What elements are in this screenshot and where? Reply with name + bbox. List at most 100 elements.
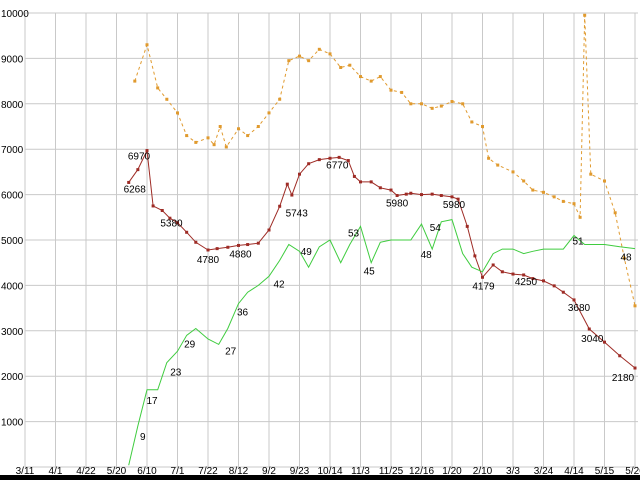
orange-dashed-series-marker [348, 63, 352, 67]
orange-dashed-series-marker [496, 163, 500, 167]
orange-dashed-series-marker [328, 52, 332, 56]
data-point-label: 51 [572, 237, 584, 248]
y-tick-label: 3000 [1, 327, 24, 338]
x-tick-label: 5/20 [107, 466, 127, 477]
dark-red-series-marker [256, 241, 260, 245]
y-tick-label: 5000 [1, 236, 24, 247]
data-point-label: 4250 [515, 277, 538, 288]
orange-dashed-series-marker [450, 100, 454, 104]
dark-red-series-marker [465, 224, 469, 228]
orange-dashed-series-marker [622, 256, 626, 260]
data-point-label: 27 [225, 346, 237, 357]
dark-red-series-line [128, 148, 636, 369]
data-point-label: 2180 [612, 373, 635, 384]
data-point-label: 6268 [124, 184, 147, 195]
x-tick-label: 10/14 [317, 466, 342, 477]
orange-dashed-series-marker [287, 59, 291, 63]
data-point-label: 17 [146, 396, 158, 407]
orange-dashed-series-marker [339, 65, 343, 69]
orange-dashed-series-marker [133, 79, 137, 83]
x-tick-label: 9/23 [290, 466, 310, 477]
dark-red-series-marker [439, 194, 443, 198]
x-axis-labels: 3/11 4/1 4/22 5/20 6/10 7/1 7/22 8/12 9/2 9/23 10/… [16, 466, 640, 477]
dark-red-series-marker [369, 180, 373, 184]
dark-red-series-marker [491, 263, 495, 267]
dark-red-series-marker [450, 195, 454, 199]
x-tick-label: 7/1 [171, 466, 185, 477]
x-tick-label: 3/3 [506, 466, 520, 477]
dark-red-series-marker [511, 272, 515, 276]
orange-dashed-series-marker [420, 102, 423, 106]
orange-dashed-series-marker [307, 59, 311, 63]
orange-dashed-series-marker [156, 86, 160, 90]
x-tick-label: 3/24 [534, 466, 554, 477]
dark-red-series-marker [561, 290, 565, 294]
dark-red-series-marker [346, 159, 350, 163]
dark-red-series-marker [531, 277, 535, 281]
orange-dashed-series-marker [165, 97, 169, 101]
orange-dashed-series-marker [389, 88, 393, 92]
x-tick-label: 5/26 [625, 466, 640, 477]
x-tick-label: 2/10 [473, 466, 493, 477]
orange-dashed-series-marker [572, 202, 576, 206]
dark-red-series-marker [267, 228, 271, 232]
dark-red-series-marker [176, 221, 179, 225]
dark-red-series-marker [290, 193, 294, 197]
dark-red-series-marker [307, 162, 311, 166]
green-series-line [128, 219, 636, 466]
dark-red-series-marker [378, 186, 382, 190]
data-point-label: 6770 [326, 161, 349, 172]
x-tick-label: 7/22 [198, 466, 218, 477]
orange-dashed-series-marker [487, 156, 491, 160]
orange-dashed-series-marker [176, 111, 179, 115]
dark-red-series-marker [542, 279, 545, 283]
orange-dashed-series-marker [206, 136, 210, 140]
orange-dashed-series-marker [317, 47, 321, 51]
dark-red-series-marker [359, 180, 362, 184]
data-point-label: 5743 [286, 208, 309, 219]
orange-dashed-series-marker [583, 13, 587, 17]
orange-dashed-series-marker [267, 111, 271, 115]
dark-red-series-marker [395, 194, 399, 198]
data-point-label: 3040 [581, 334, 604, 345]
orange-dashed-series-marker [237, 127, 240, 131]
orange-dashed-series-marker [185, 134, 189, 138]
dark-red-series-marker [481, 275, 484, 279]
y-tick-label: 2000 [1, 372, 24, 383]
dark-red-series-marker [145, 149, 149, 153]
dark-red-series-marker [206, 248, 210, 252]
dark-red-series-marker [278, 204, 282, 208]
dark-red-series-marker [473, 254, 477, 258]
bottom-black-bar [0, 475, 640, 480]
dark-red-series-marker [246, 243, 250, 247]
orange-dashed-series-marker [194, 140, 198, 144]
orange-dashed-series-marker [481, 125, 484, 128]
dark-red-series-marker [317, 158, 321, 162]
y-tick-label: 6000 [1, 191, 24, 202]
orange-dashed-series-marker [561, 199, 565, 203]
y-axis-labels: 10000 9000 8000 7000 6000 5000 4000 3000 2000 100… [1, 9, 29, 429]
x-tick-label: 3/11 [16, 466, 35, 477]
dark-red-series-marker [298, 172, 301, 176]
data-point-label: 5380 [160, 219, 183, 230]
dark-red-series-marker [389, 188, 393, 192]
orange-dashed-series-marker [256, 125, 260, 128]
data-point-label: 49 [301, 247, 313, 258]
y-tick-label: 7000 [1, 145, 24, 156]
dark-red-series-marker [552, 284, 556, 288]
orange-dashed-series-marker [298, 54, 301, 58]
x-tick-label: 11/25 [379, 466, 404, 477]
dark-red-series-marker [420, 193, 423, 197]
dark-red-series-marker [409, 191, 413, 195]
y-tick-label: 4000 [1, 281, 24, 292]
orange-dashed-series-marker [246, 134, 250, 138]
orange-dashed-series-marker [461, 102, 465, 106]
dark-red-series-marker [456, 197, 460, 201]
dark-red-series-marker [237, 243, 240, 247]
x-tick-label: 4/14 [564, 466, 584, 477]
dark-red-series-marker [337, 155, 341, 159]
data-point-label: 54 [430, 223, 442, 234]
orange-dashed-series-marker [359, 75, 362, 79]
